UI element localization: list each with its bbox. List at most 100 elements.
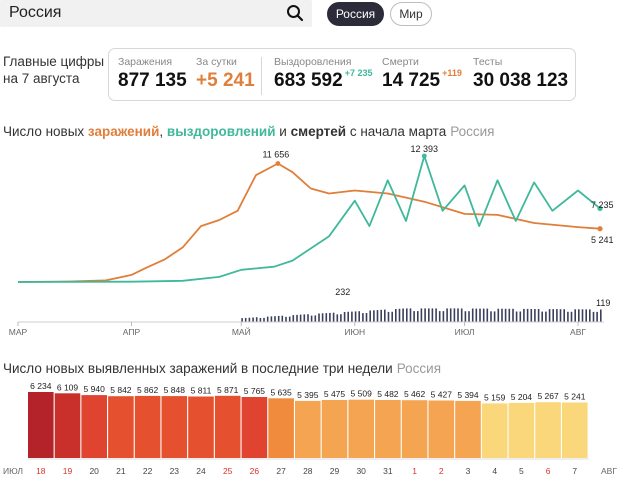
stat-tests-value: 30 038 123 [473, 70, 569, 91]
day-bar-28 [295, 400, 321, 458]
death-bar [548, 309, 551, 322]
death-bar [288, 316, 291, 322]
death-bar [277, 315, 280, 322]
death-bar [402, 308, 404, 322]
series-endpoint [597, 205, 603, 212]
death-bar [314, 315, 317, 322]
trend-title-and: и [275, 124, 291, 139]
bar-chart-title: Число новых выявленных заражений в после… [3, 361, 441, 376]
day-bar-value: 5 427 [431, 390, 453, 400]
stat-tests-label: Тесты [473, 56, 503, 68]
death-bar [501, 308, 503, 322]
stat-recovered-label: Выздоровления [274, 56, 352, 68]
day-label: 2 [439, 466, 444, 476]
death-bar [460, 308, 463, 322]
death-bar [255, 317, 258, 322]
death-bar [596, 311, 598, 322]
tab-russia[interactable]: Россия [327, 2, 384, 26]
death-bar [391, 311, 393, 322]
search-icon[interactable] [286, 4, 304, 22]
day-label: 4 [492, 466, 497, 476]
trend-title-part1: Число новых [3, 124, 88, 139]
death-bar [340, 314, 342, 322]
tab-world[interactable]: Мир [390, 2, 432, 26]
day-bar-18 [28, 392, 54, 458]
main-figures-date: на 7 августа [3, 71, 80, 86]
death-bar [303, 314, 306, 322]
day-bar-25 [214, 395, 241, 458]
day-bar-value: 5 204 [511, 392, 533, 402]
death-bar [523, 308, 525, 322]
day-label: 3 [466, 466, 471, 476]
day-bar-2 [428, 400, 455, 458]
death-bar [310, 315, 313, 322]
stat-deaths-row: 14 725 +119 [382, 68, 462, 92]
death-bar [354, 311, 357, 322]
day-bar-30 [348, 399, 374, 458]
death-bar [567, 311, 569, 322]
death-bar [468, 311, 470, 322]
recoveries-peak-marker [421, 153, 427, 159]
death-bar [325, 313, 328, 322]
death-bar [358, 311, 360, 322]
death-bar [600, 309, 602, 322]
death-bar [519, 311, 522, 322]
death-bar [530, 309, 533, 322]
stats-card: Заражения 877 135 За сутки +5 241 Выздор… [108, 48, 576, 101]
search-box[interactable]: Россия [0, 0, 312, 27]
death-bar [486, 308, 489, 322]
death-bar [534, 309, 536, 322]
search-input[interactable]: Россия [9, 4, 62, 21]
stat-cases-value: 877 135 [118, 70, 187, 91]
day-bar-value: 5 871 [217, 385, 239, 395]
peak-infections-label: 11 656 [262, 149, 289, 159]
day-bar-value: 6 234 [30, 381, 52, 391]
day-label: 26 [250, 466, 260, 476]
trend-title-recoveries: выздоровлений [166, 124, 276, 139]
day-bar-value: 5 765 [244, 386, 266, 396]
day-bar-3 [455, 400, 481, 458]
month-label: ИЮН [344, 327, 365, 337]
day-bar-value: 5 482 [377, 389, 399, 399]
death-bar [336, 314, 339, 322]
death-bar [438, 311, 441, 322]
death-bar [556, 309, 558, 322]
death-bar [380, 309, 382, 322]
day-label: 6 [546, 466, 551, 476]
death-bar [453, 308, 456, 322]
death-bar [449, 308, 452, 322]
death-bar [464, 311, 467, 322]
series-endpoint [597, 226, 603, 232]
death-bar [270, 316, 273, 322]
stats-divider [261, 57, 262, 95]
day-label: 24 [196, 466, 206, 476]
trend-chart-title: Число новых заражений, выздоровлений и с… [3, 124, 495, 139]
death-bar [395, 309, 397, 322]
day-bar-20 [81, 395, 107, 458]
death-bar [398, 308, 401, 322]
death-bar [351, 311, 353, 322]
death-bar [248, 317, 251, 322]
month-ticks: МАР АПР МАЙ ИЮН ИЮЛ АВГ [9, 322, 586, 337]
death-bar [292, 315, 295, 322]
death-bar [541, 311, 543, 322]
month-label: АВГ [570, 327, 586, 337]
death-bar [384, 309, 386, 322]
death-bar [318, 313, 320, 322]
death-bar [406, 308, 408, 322]
trend-chart: МАР АПР МАЙ ИЮН ИЮЛ АВГ 11 656 12 393 7 235 5 24… [9, 144, 614, 337]
stat-deaths: Смерти 14 725 +119 [382, 56, 462, 92]
day-bar-27 [268, 398, 294, 458]
trend-title-infections: заражений [87, 124, 160, 139]
death-bar [442, 311, 445, 322]
trend-title-comma: , [159, 124, 167, 139]
death-bar [332, 312, 335, 322]
month-right-label: АВГ [601, 466, 617, 476]
day-bar-value: 5 848 [164, 385, 186, 395]
day-label: 27 [276, 466, 286, 476]
death-bar [424, 308, 426, 322]
death-bar [244, 317, 247, 322]
day-label: 30 [356, 466, 366, 476]
day-bar-5 [508, 402, 535, 458]
bar-title-region: Россия [396, 361, 442, 376]
